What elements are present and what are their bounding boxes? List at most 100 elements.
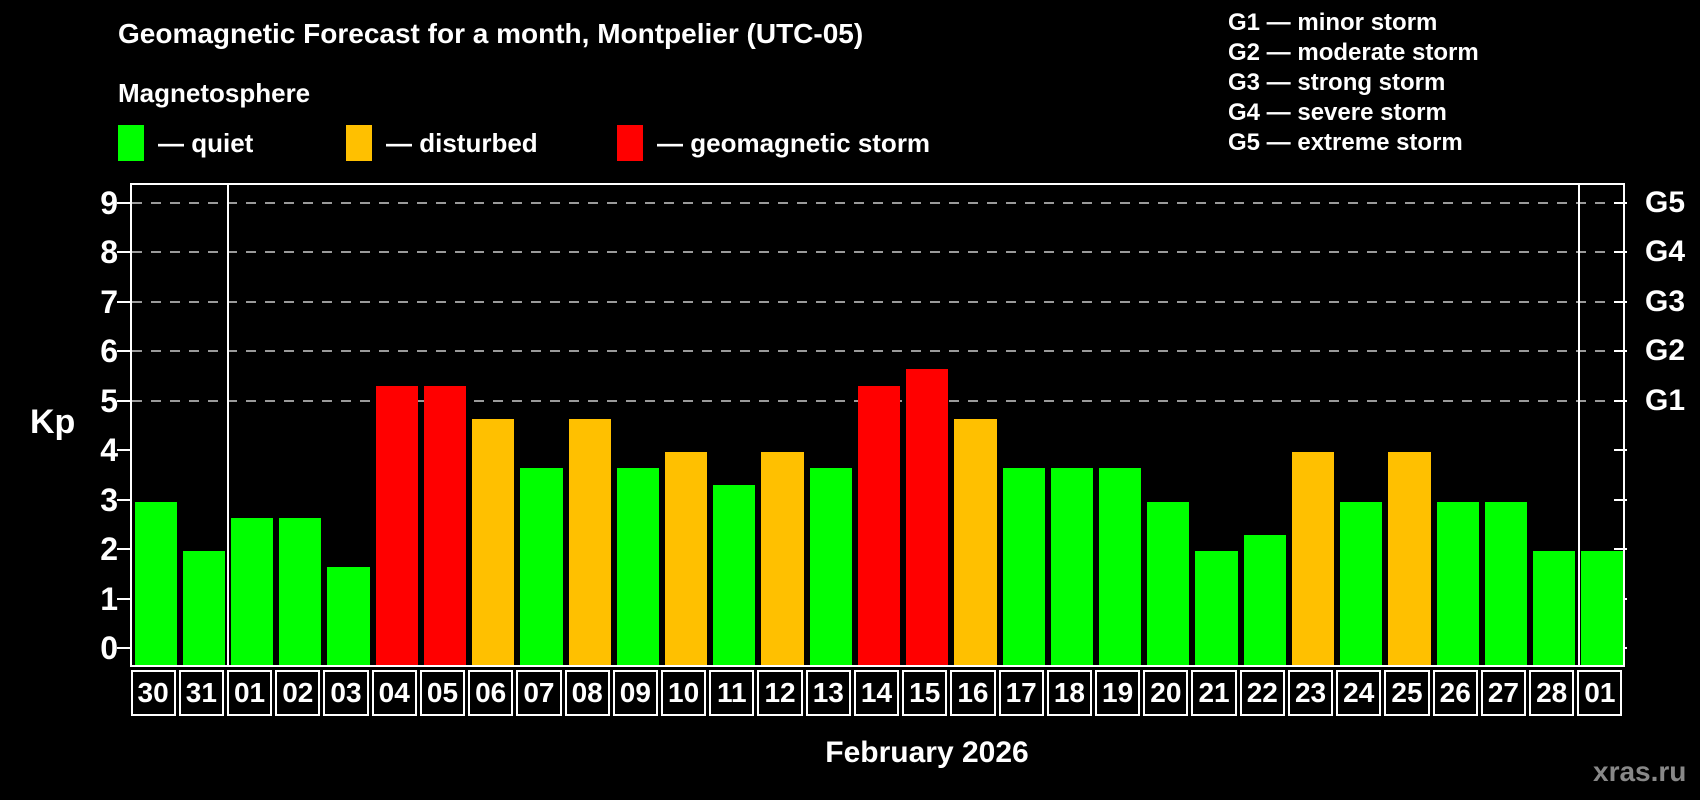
left-axis-tick bbox=[117, 399, 130, 402]
kp-bar-day-01 bbox=[1581, 551, 1624, 665]
date-label-12: 12 bbox=[757, 670, 803, 716]
kp-bar-day-17 bbox=[1002, 468, 1045, 665]
y-tick-label: 7 bbox=[100, 283, 118, 320]
y-tick-label: 3 bbox=[100, 481, 118, 518]
date-label-01: 01 bbox=[226, 670, 273, 716]
date-label-17: 17 bbox=[998, 670, 1044, 716]
date-label-31: 31 bbox=[178, 670, 224, 716]
date-label-28: 28 bbox=[1529, 670, 1575, 716]
kp-bar-day-10 bbox=[664, 452, 708, 665]
kp-bar-day-18 bbox=[1050, 468, 1093, 665]
legend-item-disturbed: — disturbed bbox=[346, 120, 538, 166]
left-axis-tick bbox=[117, 251, 130, 253]
kp-bar-day-25 bbox=[1388, 452, 1431, 665]
kp-bar-day-02 bbox=[279, 517, 322, 665]
left-axis-tick bbox=[117, 548, 130, 550]
gridline-kp8 bbox=[132, 251, 1623, 253]
legend-item-storm: — geomagnetic storm bbox=[617, 120, 930, 166]
y-tick-label: 0 bbox=[100, 630, 118, 666]
legend-storm-label: — geomagnetic storm bbox=[657, 127, 931, 158]
y-tick-label: 2 bbox=[100, 531, 118, 567]
g-scale-label: G5 bbox=[1645, 185, 1686, 219]
kp-bar-day-08 bbox=[568, 418, 611, 665]
date-label-14: 14 bbox=[853, 670, 900, 716]
y-tick-label: 8 bbox=[100, 234, 118, 270]
storm-scale-legend-line: G4 — severe storm bbox=[1228, 99, 1447, 126]
y-tick-label: 9 bbox=[100, 184, 118, 221]
kp-bar-day-12 bbox=[761, 452, 804, 665]
quiet-color-swatch bbox=[118, 125, 144, 161]
left-axis-tick bbox=[117, 647, 130, 649]
date-label-05: 05 bbox=[419, 670, 466, 716]
storm-color-swatch bbox=[617, 125, 643, 161]
right-axis-tick bbox=[1614, 201, 1627, 204]
storm-scale-legend-line: G1 — minor storm bbox=[1228, 9, 1438, 36]
gridline-kp6 bbox=[132, 350, 1623, 352]
date-label-06: 06 bbox=[468, 670, 514, 716]
date-label-16: 16 bbox=[950, 670, 996, 716]
y-tick-label: 4 bbox=[100, 432, 118, 468]
date-label-03: 03 bbox=[323, 670, 369, 716]
kp-bar-day-09 bbox=[616, 468, 659, 665]
storm-scale-legend: G1 — minor storm G2 — moderate storm G3 — … bbox=[1228, 8, 1479, 158]
kp-bar-day-13 bbox=[809, 468, 852, 665]
x-axis-date-labels: 30 31 01 02 03 04 05 06 07 08 09 10 11 12 13 14 15 16 17 18… bbox=[130, 670, 1625, 716]
kp-bar-day-05 bbox=[423, 386, 467, 665]
kp-bar-day-14 bbox=[857, 386, 901, 665]
date-label-18: 18 bbox=[1046, 670, 1092, 716]
kp-bar-day-11 bbox=[713, 485, 756, 665]
right-axis-tick bbox=[1614, 399, 1627, 402]
right-axis-tick bbox=[1614, 548, 1627, 550]
date-label-20: 20 bbox=[1143, 670, 1189, 716]
date-label-07: 07 bbox=[516, 670, 562, 716]
right-axis-tick bbox=[1614, 350, 1627, 352]
kp-bar-day-04 bbox=[375, 386, 418, 665]
kp-bar-day-06 bbox=[472, 418, 515, 665]
kp-bar-day-28 bbox=[1533, 551, 1576, 665]
date-label-24: 24 bbox=[1336, 670, 1382, 716]
date-label-30: 30 bbox=[130, 670, 176, 716]
date-label-09: 09 bbox=[612, 670, 658, 716]
g-scale-label: G1 bbox=[1645, 383, 1686, 417]
date-label-15: 15 bbox=[902, 670, 948, 716]
chart-subtitle: Magnetosphere bbox=[118, 78, 311, 108]
month-separator bbox=[1577, 185, 1580, 665]
storm-scale-legend-line: G3 — strong storm bbox=[1228, 69, 1446, 96]
right-axis-tick bbox=[1614, 251, 1627, 253]
left-axis-tick bbox=[117, 498, 130, 501]
watermark: xras.ru bbox=[1593, 756, 1687, 787]
kp-bar-day-07 bbox=[520, 468, 563, 665]
kp-bar-day-19 bbox=[1099, 468, 1142, 665]
gridline-kp9 bbox=[132, 201, 1623, 204]
legend-disturbed-label: — disturbed bbox=[386, 127, 538, 158]
g-scale-label: G4 bbox=[1645, 235, 1686, 268]
y-tick-label: 5 bbox=[100, 382, 118, 419]
date-label-19: 19 bbox=[1095, 670, 1141, 716]
date-label-22: 22 bbox=[1239, 670, 1285, 716]
kp-bar-day-21 bbox=[1195, 551, 1238, 665]
right-axis-tick bbox=[1614, 449, 1627, 451]
plot-inner bbox=[117, 185, 1627, 665]
kp-bar-day-30 bbox=[134, 501, 177, 665]
kp-bar-day-20 bbox=[1147, 501, 1190, 665]
month-separator bbox=[227, 185, 230, 665]
legend-quiet-label: — quiet bbox=[158, 127, 254, 158]
date-label-25: 25 bbox=[1384, 670, 1430, 716]
right-axis-tick bbox=[1614, 498, 1627, 501]
gridline-kp7 bbox=[132, 300, 1623, 303]
x-axis-title: February 2026 bbox=[825, 736, 1029, 769]
kp-bar-day-01 bbox=[230, 517, 274, 665]
kp-bar-day-15 bbox=[906, 369, 949, 665]
date-label-23: 23 bbox=[1287, 670, 1334, 716]
storm-scale-legend-line: G2 — moderate storm bbox=[1228, 39, 1479, 66]
y-tick-label: 6 bbox=[100, 333, 118, 369]
y-axis-title: Kp bbox=[30, 403, 76, 441]
date-label-11: 11 bbox=[709, 670, 755, 716]
date-label-10: 10 bbox=[660, 670, 707, 716]
date-label-08: 08 bbox=[564, 670, 610, 716]
y-tick-label: 1 bbox=[100, 580, 118, 617]
date-label-04: 04 bbox=[371, 670, 417, 716]
left-axis-tick bbox=[117, 350, 130, 352]
kp-bar-day-27 bbox=[1484, 501, 1528, 665]
chart-title: Geomagnetic Forecast for a month, Montpe… bbox=[118, 18, 864, 49]
